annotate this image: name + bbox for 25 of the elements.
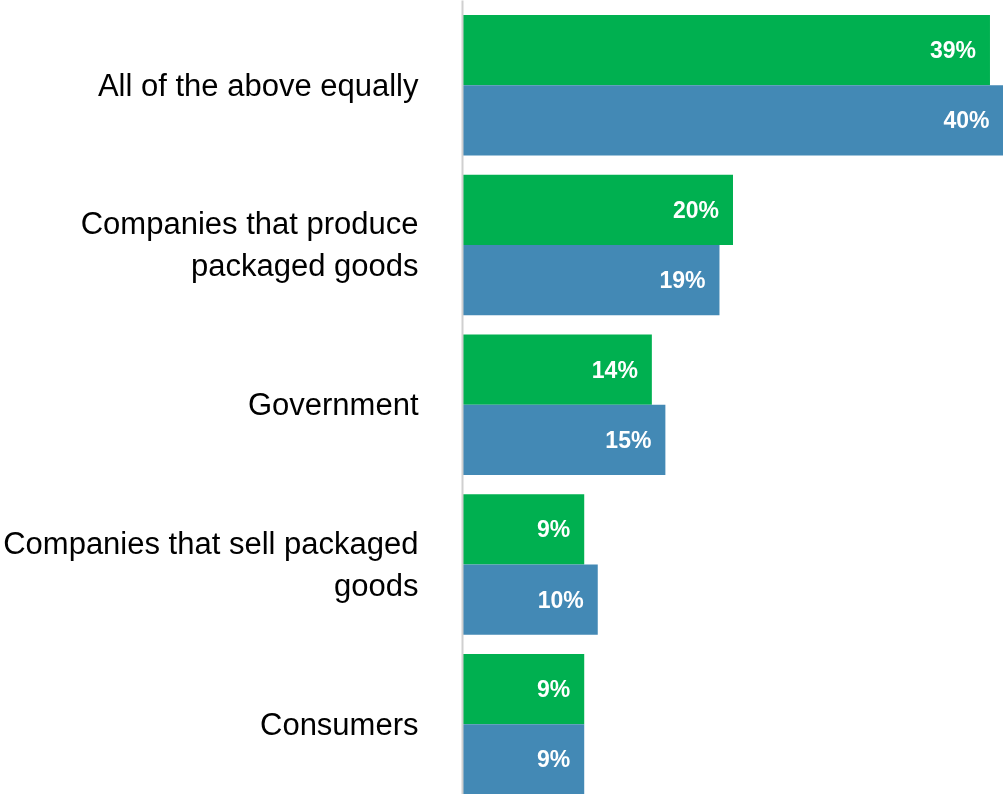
y-tick-label: Government xyxy=(247,387,419,423)
data-label: 20% xyxy=(672,196,720,223)
data-label: 15% xyxy=(605,426,652,453)
bar xyxy=(462,14,990,86)
bar xyxy=(462,244,720,316)
y-tick-label: Consumers xyxy=(260,706,419,742)
data-label: 9% xyxy=(536,746,571,773)
bar xyxy=(462,564,598,635)
data-label: 9% xyxy=(536,516,571,543)
bar xyxy=(462,653,585,725)
y-tick-label: Companies that produce packaged goods xyxy=(80,206,419,284)
bar xyxy=(462,85,1003,156)
data-label: 10% xyxy=(537,586,584,613)
y-tick-label: Companies that sell packaged goods xyxy=(3,525,419,603)
bar xyxy=(462,494,585,565)
data-label: 19% xyxy=(659,267,706,294)
data-label: 14% xyxy=(591,356,638,383)
y-tick-label: All of the above equally xyxy=(97,67,419,103)
bar xyxy=(462,404,666,475)
bar xyxy=(462,174,733,245)
data-label: 40% xyxy=(943,107,990,134)
bar xyxy=(462,334,652,405)
data-label: 39% xyxy=(929,37,976,64)
bar xyxy=(462,724,585,794)
data-label: 9% xyxy=(536,676,571,703)
